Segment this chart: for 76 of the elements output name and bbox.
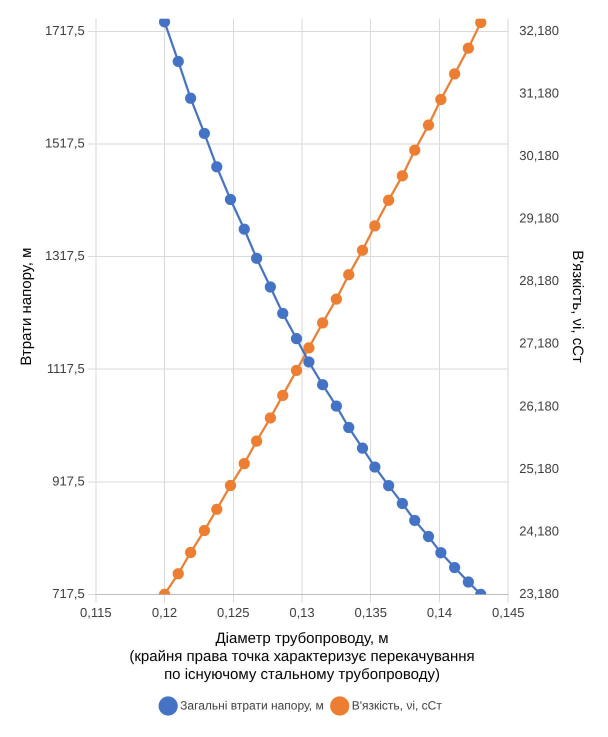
point [224, 480, 236, 492]
point [462, 576, 474, 588]
point [330, 400, 342, 412]
y-tick-label: 1517,5 [44, 136, 85, 151]
y2-tick-label: 26,180 [519, 398, 560, 414]
x-tick-label: 0,125 [216, 604, 250, 620]
point [198, 524, 210, 536]
point [172, 568, 184, 580]
y2-tick-label: 25,180 [519, 460, 560, 476]
x-tick-label: 0,14 [426, 604, 452, 620]
y-tick-label: 1317,5 [44, 248, 85, 264]
point [449, 68, 460, 80]
point [422, 530, 434, 542]
point [369, 220, 380, 232]
y2-tick-label: 27,180 [519, 336, 560, 351]
point [198, 128, 210, 140]
point [264, 281, 276, 293]
y-axis-title: Втрати напору, м [18, 248, 36, 366]
point [251, 436, 262, 447]
point [435, 94, 446, 106]
point [185, 92, 196, 104]
x-tick-label: 0,12 [152, 604, 178, 620]
point [238, 224, 250, 235]
x-tick-label: 0,135 [354, 604, 388, 620]
y-tick-label: 1117,5 [46, 360, 85, 376]
y2-tick-label: 31,180 [519, 85, 560, 100]
point [383, 194, 394, 206]
legend-label: В'язкість, νі, сСт [352, 698, 442, 712]
x-tick-label: 0,13 [289, 604, 315, 620]
point [409, 514, 420, 526]
point [290, 333, 302, 344]
point [251, 252, 262, 264]
point [211, 504, 222, 515]
y2-axis-title: В'язкість, νі, сСт [568, 250, 586, 364]
point [303, 342, 314, 354]
legend-label: Загальні втрати напору, м [180, 698, 324, 712]
point [317, 317, 328, 328]
point [277, 390, 288, 402]
point [303, 356, 314, 368]
y2-tick-label: 29,180 [519, 210, 560, 226]
y2-tick-label: 28,180 [519, 273, 560, 288]
point [435, 547, 446, 558]
x-tick-label: 0,115 [80, 604, 112, 620]
point [356, 442, 368, 454]
point [356, 244, 368, 256]
point [396, 170, 408, 182]
point [330, 293, 342, 305]
point [185, 546, 196, 558]
point [211, 161, 222, 172]
y2-tick-label: 30,180 [519, 148, 560, 164]
point [264, 412, 276, 424]
y2-tick-label: 32,180 [519, 22, 560, 38]
x-tick-label: 0,145 [492, 604, 525, 620]
point [449, 562, 460, 574]
point [172, 56, 184, 68]
point [409, 144, 420, 156]
point [290, 364, 302, 376]
point [369, 461, 380, 473]
y-tick-label: 917,5 [52, 473, 85, 488]
point [396, 498, 408, 510]
point [462, 42, 474, 54]
point [277, 308, 288, 320]
point [238, 458, 250, 470]
x-axis-title: Діаметр трубопроводу, м (крайня права точка характеризує перекачування по існуючому стальному трубопроводу) [129, 630, 475, 684]
point [343, 422, 354, 434]
point [422, 120, 434, 131]
y-tick-label: 717,5 [52, 586, 85, 601]
point [317, 379, 328, 390]
y-tick-label: 1717,5 [44, 23, 85, 38]
y2-tick-label: 24,180 [519, 523, 560, 538]
point [383, 480, 394, 492]
point [343, 269, 354, 280]
point [475, 18, 486, 28]
point [158, 18, 170, 28]
point [224, 194, 236, 206]
y2-tick-label: 23,180 [519, 586, 560, 601]
